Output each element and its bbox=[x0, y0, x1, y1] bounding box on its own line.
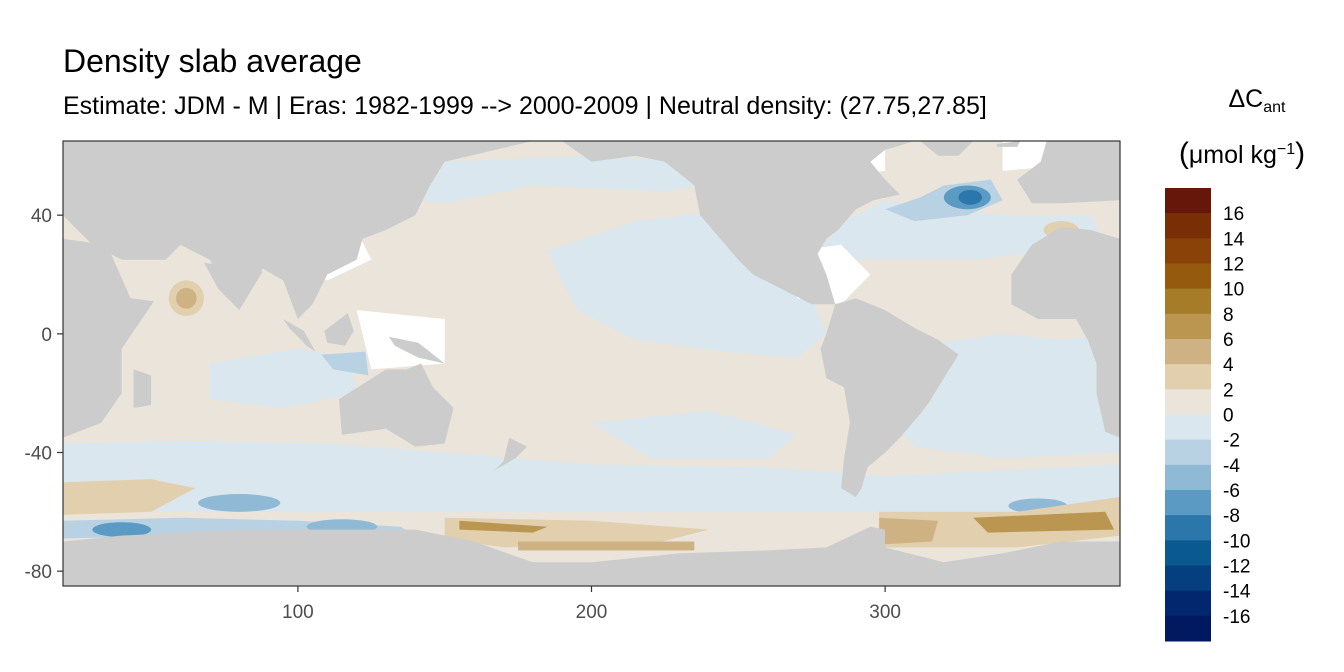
colorbar: 16 14 12 10 8 6 4 2 0 -2 -4 -6 -8 -10 -12 -14 -16 bbox=[1165, 188, 1251, 642]
colorbar-swatch bbox=[1165, 238, 1211, 264]
north-atlantic-zone bbox=[797, 200, 1106, 260]
legend-symbol: ΔC bbox=[1228, 85, 1264, 113]
y-tick-label: 40 bbox=[31, 206, 52, 227]
colorbar-label: -6 bbox=[1223, 481, 1240, 502]
colorbar-label: 14 bbox=[1223, 229, 1245, 250]
colorbar-label: -8 bbox=[1223, 506, 1240, 527]
legend-symbol-subscript: ant bbox=[1263, 99, 1286, 116]
agulhas-patch bbox=[63, 479, 196, 515]
indonesian-seas-patch bbox=[321, 351, 369, 376]
colorbar-label: -4 bbox=[1223, 456, 1240, 477]
legend-unit: μmol kg bbox=[1188, 141, 1277, 169]
colorbar-label: 16 bbox=[1223, 204, 1244, 225]
colorbar-swatch bbox=[1165, 590, 1211, 617]
colorbar-label: -14 bbox=[1223, 582, 1251, 603]
y-tick-label: -40 bbox=[25, 444, 52, 465]
chart-subtitle: Estimate: JDM - M | Eras: 1982-1999 --> … bbox=[63, 92, 987, 120]
y-tick-label: -80 bbox=[25, 562, 52, 583]
x-tick-label: 300 bbox=[869, 602, 901, 623]
colorbar-swatch bbox=[1165, 364, 1211, 390]
land-madagascar bbox=[133, 369, 152, 408]
ross-shelf-patch bbox=[518, 541, 695, 551]
colorbar-label: 8 bbox=[1223, 305, 1234, 326]
legend-title: ΔCant (μmol kg−1) bbox=[1178, 85, 1306, 170]
kerguelen-patch bbox=[198, 494, 281, 512]
land-new-zealand bbox=[494, 437, 527, 471]
colorbar-swatch bbox=[1165, 263, 1211, 290]
land-india bbox=[203, 262, 263, 311]
land-eurasia bbox=[63, 141, 533, 319]
colorbar-label: 4 bbox=[1223, 355, 1234, 376]
labrador-sea-core bbox=[958, 189, 983, 205]
map-panel bbox=[63, 141, 1120, 586]
colorbar-swatch bbox=[1165, 188, 1211, 214]
chart-title: Density slab average bbox=[63, 43, 362, 79]
colorbar-swatch bbox=[1165, 288, 1211, 315]
weddell-west-core bbox=[879, 517, 938, 545]
land-antarctica bbox=[63, 526, 1120, 586]
weddell-sea-core bbox=[973, 511, 1115, 533]
colorbar-label: 2 bbox=[1223, 380, 1234, 401]
indian-ocean-zone bbox=[209, 348, 357, 408]
colorbar-label: 12 bbox=[1223, 255, 1244, 276]
legend-unit-superscript: −1 bbox=[1276, 141, 1296, 158]
land-africa-east bbox=[63, 238, 154, 438]
colorbar-label: -16 bbox=[1223, 607, 1250, 628]
south-pacific-zone bbox=[591, 411, 797, 459]
colorbar-label: -12 bbox=[1223, 557, 1250, 578]
x-tick-label: 100 bbox=[282, 602, 314, 623]
x-axis: 100 200 300 bbox=[282, 586, 901, 623]
colorbar-swatch bbox=[1165, 565, 1211, 592]
colorbar-swatch bbox=[1165, 339, 1211, 365]
ross-sea-core bbox=[459, 520, 548, 533]
colorbar-label: -10 bbox=[1223, 531, 1250, 552]
colorbar-swatch bbox=[1165, 540, 1211, 566]
colorbar-swatch bbox=[1165, 615, 1211, 642]
colorbar-label: 6 bbox=[1223, 330, 1234, 351]
land-australia bbox=[339, 363, 454, 447]
land-new-guinea bbox=[388, 336, 445, 364]
land-sumatra bbox=[283, 319, 316, 352]
x-tick-label: 200 bbox=[576, 602, 608, 623]
land-greenland bbox=[920, 141, 974, 156]
colorbar-swatch bbox=[1165, 490, 1211, 516]
land-borneo bbox=[324, 313, 354, 346]
land-africa-west bbox=[1011, 227, 1120, 438]
colorbar-label: -2 bbox=[1223, 431, 1240, 452]
colorbar-swatch bbox=[1165, 439, 1211, 466]
colorbar-swatch bbox=[1165, 414, 1211, 441]
land-europe-west bbox=[1017, 141, 1120, 204]
colorbar-label: 0 bbox=[1223, 406, 1234, 427]
land-south-america bbox=[820, 298, 959, 497]
land-north-america bbox=[562, 141, 915, 305]
arabian-sea-eddy-core bbox=[176, 287, 197, 309]
colorbar-label: 10 bbox=[1223, 280, 1244, 301]
land-iceland bbox=[996, 141, 1021, 147]
y-axis: 40 0 -40 -80 bbox=[25, 206, 63, 583]
north-pacific-zone bbox=[386, 155, 739, 204]
enderby-patch bbox=[92, 522, 152, 538]
colorbar-swatch bbox=[1165, 389, 1211, 415]
colorbar-swatch bbox=[1165, 213, 1211, 239]
y-tick-label: 0 bbox=[41, 325, 52, 346]
colorbar-swatch bbox=[1165, 464, 1211, 491]
colorbar-swatch bbox=[1165, 515, 1211, 541]
colorbar-swatch bbox=[1165, 313, 1211, 340]
